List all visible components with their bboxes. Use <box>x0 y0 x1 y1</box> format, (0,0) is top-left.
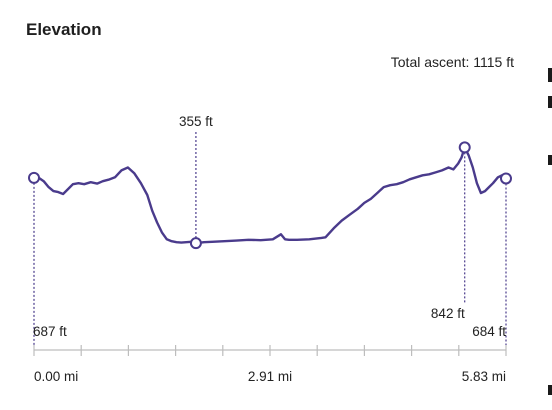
elevation-marker[interactable] <box>189 237 202 250</box>
elevation-markers[interactable] <box>28 141 512 250</box>
total-ascent-label: Total ascent: 1115 ft <box>390 54 514 70</box>
marker-guide-lines <box>33 132 507 345</box>
x-axis-label: 0.00 mi <box>34 369 78 384</box>
chart-labels: 0.00 mi 2.91 mi 5.83 mi 687 ft 355 ft 842 ft 6… <box>33 114 506 384</box>
elevation-marker[interactable] <box>458 141 471 154</box>
x-axis-label: 5.83 mi <box>462 369 506 384</box>
marker-elevation-label: 355 ft <box>179 114 213 129</box>
edge-scrollbar-mark <box>548 385 552 395</box>
edge-scrollbar-mark <box>548 68 552 82</box>
edge-scrollbar-mark <box>548 96 552 108</box>
elevation-marker[interactable] <box>28 171 40 184</box>
marker-elevation-label: 684 ft <box>472 324 506 339</box>
elevation-title: Elevation <box>26 20 102 39</box>
marker-elevation-label: 842 ft <box>431 306 465 321</box>
elevation-marker[interactable] <box>500 172 512 185</box>
x-axis-label: 2.91 mi <box>248 369 292 384</box>
elevation-profile-line[interactable] <box>32 146 508 245</box>
x-axis <box>33 345 507 356</box>
marker-elevation-label: 687 ft <box>33 324 67 339</box>
edge-scrollbar-mark <box>548 155 552 165</box>
